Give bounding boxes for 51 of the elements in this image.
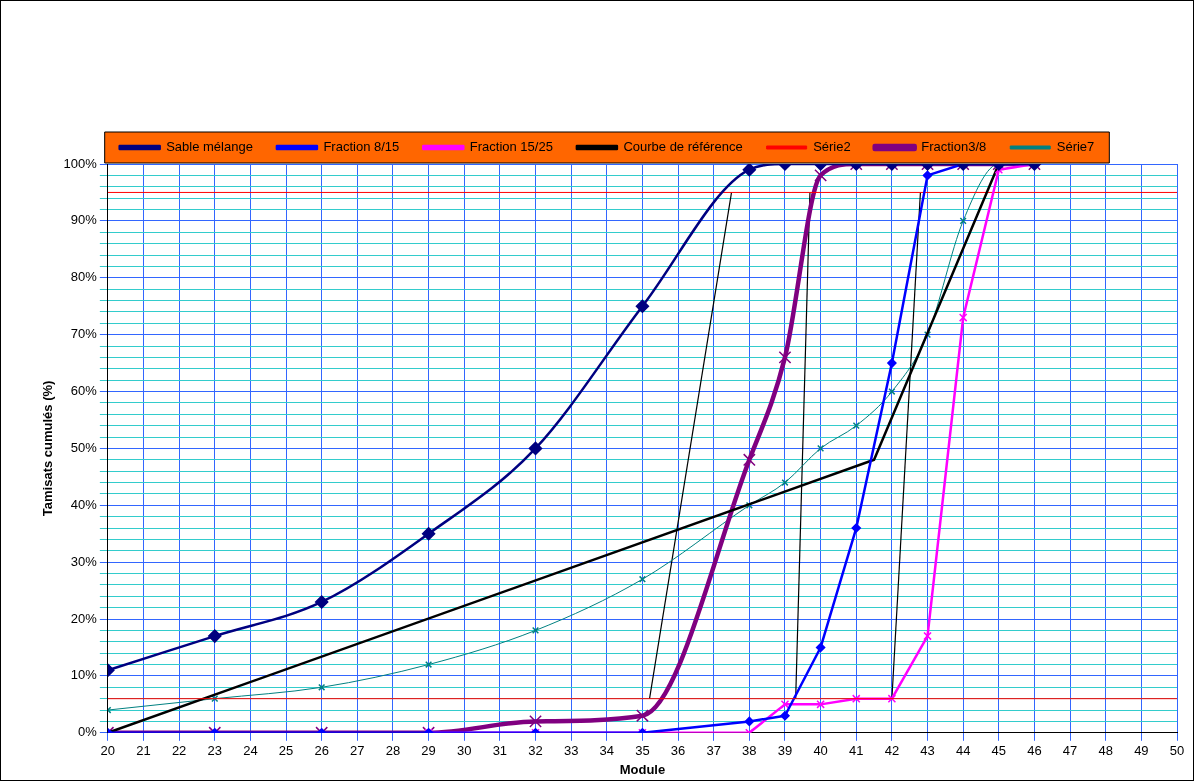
x-tick-label: 28	[385, 743, 401, 759]
x-tick-label: 50	[1169, 743, 1185, 759]
x-tick-label: 24	[243, 743, 258, 759]
x-tick-label: 26	[314, 743, 329, 759]
x-tick-label: 37	[706, 743, 721, 759]
x-tick-label: 42	[884, 743, 900, 759]
x-tick-label: 23	[207, 743, 222, 759]
x-tick-label: 34	[599, 743, 615, 759]
legend-label: Série2	[813, 139, 851, 155]
x-tick-label: 45	[991, 743, 1007, 759]
x-tick-label: 25	[278, 743, 294, 759]
y-tick-label: 50%	[70, 439, 98, 455]
x-tick-label: 40	[813, 743, 828, 759]
y-tick-label: 30%	[70, 553, 98, 569]
y-tick-label: 100%	[63, 155, 98, 171]
legend-label: Série7	[1056, 139, 1095, 155]
x-tick-label: 49	[1134, 743, 1149, 759]
x-tick-label: 22	[171, 743, 187, 759]
y-tick-label: 60%	[70, 383, 98, 399]
x-axis-title: Module	[619, 761, 666, 777]
x-tick-label: 29	[421, 743, 436, 759]
x-tick-label: 31	[492, 743, 508, 759]
y-axis-title: Tamisats cumulés (%)	[40, 380, 56, 517]
legend-label: Fraction 15/25	[469, 139, 553, 155]
legend-label: Sable mélange	[166, 139, 253, 155]
y-tick-label: 20%	[70, 610, 98, 626]
x-tick-label: 30	[457, 743, 472, 759]
y-tick-label: 40%	[70, 496, 98, 512]
x-tick-label: 46	[1027, 743, 1042, 759]
x-tick-label: 38	[742, 743, 757, 759]
legend-label: Fraction 8/15	[323, 139, 400, 155]
legend-label: Fraction3/8	[921, 139, 987, 155]
y-tick-label: 80%	[70, 269, 98, 285]
y-tick-label: 70%	[70, 326, 98, 342]
y-tick-label: 90%	[70, 212, 98, 228]
x-tick-label: 35	[635, 743, 650, 759]
x-tick-label: 39	[777, 743, 793, 759]
x-tick-label: 21	[136, 743, 151, 759]
x-tick-label: 44	[955, 743, 971, 759]
y-tick-label: 10%	[70, 667, 98, 683]
x-tick-label: 48	[1098, 743, 1113, 759]
x-tick-label: 32	[528, 743, 543, 759]
x-tick-label: 43	[920, 743, 935, 759]
y-tick-label: 0%	[78, 724, 98, 740]
legend-label: Courbe de référence	[623, 139, 743, 155]
x-tick-label: 36	[670, 743, 686, 759]
x-tick-label: 33	[563, 743, 579, 759]
x-tick-label: 20	[100, 743, 116, 759]
x-tick-label: 27	[350, 743, 365, 759]
x-tick-label: 41	[849, 743, 864, 759]
x-tick-label: 47	[1062, 743, 1078, 759]
